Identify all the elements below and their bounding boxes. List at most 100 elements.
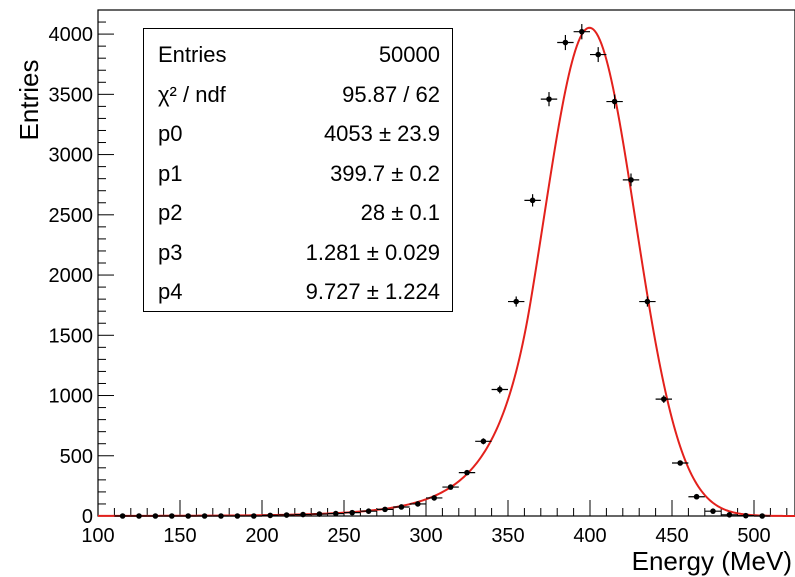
data-point bbox=[147, 513, 164, 519]
data-point bbox=[180, 513, 197, 519]
x-tick-label: 450 bbox=[655, 525, 688, 547]
x-tick-label: 400 bbox=[573, 525, 606, 547]
data-point bbox=[163, 513, 180, 519]
data-point bbox=[294, 511, 312, 518]
stat-row: p0 4053 ± 23.9 bbox=[144, 114, 452, 154]
data-marker bbox=[382, 506, 388, 513]
data-marker bbox=[595, 51, 601, 58]
data-point bbox=[376, 506, 394, 513]
y-tick-label: 4000 bbox=[49, 24, 94, 46]
x-tick-label: 500 bbox=[737, 525, 770, 547]
data-point bbox=[311, 511, 328, 517]
data-point bbox=[426, 495, 443, 501]
data-points-series bbox=[114, 24, 771, 519]
data-point bbox=[672, 460, 689, 466]
stat-row: χ² / ndf 95.87 / 62 bbox=[144, 75, 452, 115]
data-marker bbox=[415, 501, 421, 507]
data-marker bbox=[218, 513, 224, 519]
data-marker bbox=[267, 512, 274, 519]
data-marker bbox=[464, 469, 470, 476]
data-marker bbox=[251, 513, 257, 519]
data-marker bbox=[333, 510, 339, 517]
x-tick-label: 150 bbox=[163, 525, 196, 547]
data-point bbox=[491, 385, 508, 394]
data-marker bbox=[152, 513, 159, 519]
fit-statistics-box: Entries 50000 χ² / ndf 95.87 / 62 p0 4053 ± 2… bbox=[143, 28, 453, 312]
data-point bbox=[754, 513, 771, 519]
y-tick-label: 1000 bbox=[49, 386, 94, 408]
stat-row: p2 28 ± 0.1 bbox=[144, 193, 452, 233]
y-tick-label: 500 bbox=[60, 446, 93, 468]
data-point bbox=[557, 34, 574, 51]
data-marker bbox=[677, 460, 683, 466]
data-marker bbox=[431, 495, 438, 501]
data-point bbox=[622, 173, 640, 187]
data-marker bbox=[447, 484, 454, 490]
data-marker bbox=[611, 98, 618, 105]
data-point bbox=[278, 512, 295, 518]
data-point bbox=[229, 513, 246, 519]
stat-value: 9.727 ± 1.224 bbox=[305, 279, 440, 304]
data-marker bbox=[300, 511, 306, 518]
stat-value: 50000 bbox=[378, 42, 440, 67]
data-marker bbox=[628, 177, 634, 183]
stat-value: 4053 ± 23.9 bbox=[323, 121, 440, 146]
data-point bbox=[245, 513, 262, 519]
data-marker bbox=[316, 511, 323, 517]
data-marker bbox=[234, 513, 241, 519]
stat-row: p1 399.7 ± 0.2 bbox=[144, 154, 452, 194]
data-marker bbox=[480, 438, 487, 445]
y-tick-label: 1500 bbox=[49, 325, 94, 347]
x-tick-label: 350 bbox=[491, 525, 524, 547]
data-point bbox=[442, 484, 459, 490]
data-point bbox=[639, 296, 656, 307]
data-marker bbox=[497, 386, 503, 393]
stat-label: p0 bbox=[158, 121, 183, 146]
stat-row: p4 9.727 ± 1.224 bbox=[144, 272, 452, 312]
data-point bbox=[721, 511, 738, 518]
x-tick-label: 300 bbox=[409, 525, 442, 547]
stat-label: p4 bbox=[158, 279, 183, 304]
data-point bbox=[262, 512, 279, 519]
y-axis: 0 500 1000 1500 2000 2500 3000 3500 4000 bbox=[49, 9, 114, 528]
data-point bbox=[573, 24, 590, 40]
stat-label: Entries bbox=[158, 42, 227, 67]
stat-value: 95.87 / 62 bbox=[342, 81, 440, 107]
data-marker bbox=[759, 513, 765, 519]
x-tick-label: 100 bbox=[81, 525, 114, 547]
stat-label: p3 bbox=[158, 239, 183, 265]
data-point bbox=[655, 395, 672, 403]
data-point bbox=[475, 438, 492, 445]
stat-label: p1 bbox=[158, 160, 183, 186]
y-tick-label: 2500 bbox=[49, 205, 94, 227]
y-axis-label: Entries bbox=[14, 60, 44, 141]
data-marker bbox=[743, 512, 749, 519]
stat-value: 399.7 ± 0.2 bbox=[330, 160, 440, 186]
y-tick-label: 2000 bbox=[49, 265, 94, 287]
x-axis-label: Energy (MeV) bbox=[632, 546, 792, 576]
data-marker bbox=[693, 493, 700, 500]
stat-label: p2 bbox=[158, 200, 183, 225]
data-point bbox=[458, 469, 476, 476]
data-marker bbox=[710, 508, 716, 514]
data-marker bbox=[529, 197, 536, 204]
data-point bbox=[212, 513, 230, 519]
data-marker bbox=[169, 513, 175, 519]
stat-row: Entries 50000 bbox=[144, 35, 452, 75]
data-point bbox=[196, 513, 213, 519]
data-marker bbox=[201, 513, 208, 519]
data-point bbox=[688, 493, 705, 500]
data-marker bbox=[579, 28, 585, 35]
x-axis: 100 150 200 250 300 350 400 450 500 bbox=[81, 500, 788, 547]
data-point bbox=[344, 509, 361, 516]
data-marker bbox=[513, 298, 519, 305]
data-marker bbox=[119, 513, 126, 519]
data-point bbox=[540, 92, 558, 107]
y-tick-label: 3000 bbox=[49, 145, 94, 167]
stat-row: p3 1.281 ± 0.029 bbox=[144, 233, 452, 273]
y-tick-label: 3500 bbox=[49, 84, 94, 106]
data-point bbox=[130, 513, 148, 519]
stat-value: 1.281 ± 0.029 bbox=[305, 239, 440, 265]
data-marker bbox=[644, 298, 651, 305]
